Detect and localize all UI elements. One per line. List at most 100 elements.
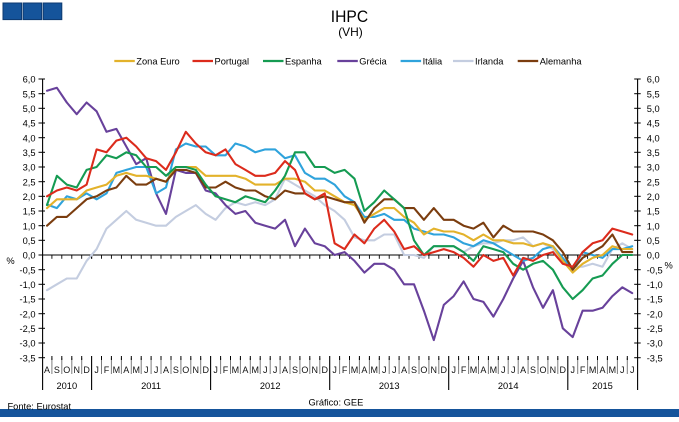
- svg-text:F: F: [580, 365, 586, 375]
- svg-text:5,5: 5,5: [23, 89, 36, 99]
- svg-text:M: M: [351, 365, 359, 375]
- svg-text:J: J: [332, 365, 337, 375]
- svg-text:6,0: 6,0: [647, 75, 660, 85]
- svg-text:Gráfico: GEE: Gráfico: GEE: [309, 398, 364, 408]
- svg-text:2015: 2015: [592, 381, 613, 391]
- svg-text:2011: 2011: [141, 381, 161, 391]
- svg-text:2010: 2010: [56, 381, 77, 391]
- svg-text:A: A: [599, 365, 605, 375]
- svg-text:(VH): (VH): [338, 25, 363, 39]
- svg-text:A: A: [242, 365, 248, 375]
- svg-text:1,5: 1,5: [23, 207, 36, 217]
- svg-text:J: J: [451, 365, 456, 375]
- svg-text:J: J: [620, 365, 625, 375]
- svg-text:D: D: [560, 365, 567, 375]
- svg-text:M: M: [232, 365, 240, 375]
- svg-text:-3,0: -3,0: [19, 339, 35, 349]
- svg-text:N: N: [73, 365, 80, 375]
- svg-text:-3,5: -3,5: [19, 353, 35, 363]
- svg-text:-1,0: -1,0: [647, 280, 663, 290]
- svg-text:0,5: 0,5: [23, 236, 36, 246]
- svg-text:F: F: [104, 365, 110, 375]
- svg-text:M: M: [252, 365, 260, 375]
- svg-text:J: J: [511, 365, 516, 375]
- svg-text:2012: 2012: [260, 381, 281, 391]
- svg-text:M: M: [490, 365, 498, 375]
- svg-text:-3,5: -3,5: [647, 353, 663, 363]
- svg-text:Fonte: Eurostat: Fonte: Eurostat: [8, 401, 72, 411]
- svg-text:Alemanha: Alemanha: [540, 57, 583, 67]
- svg-text:3,5: 3,5: [647, 148, 660, 158]
- svg-text:0,0: 0,0: [23, 251, 36, 261]
- svg-text:2,0: 2,0: [647, 192, 660, 202]
- svg-text:-1,5: -1,5: [19, 295, 35, 305]
- svg-text:M: M: [589, 365, 597, 375]
- svg-text:Itália: Itália: [423, 57, 443, 67]
- svg-text:-2,0: -2,0: [19, 309, 35, 319]
- svg-text:A: A: [44, 365, 50, 375]
- svg-text:M: M: [609, 365, 617, 375]
- svg-text:D: D: [83, 365, 90, 375]
- svg-text:J: J: [144, 365, 149, 375]
- svg-text:M: M: [132, 365, 140, 375]
- svg-text:5,0: 5,0: [23, 104, 36, 114]
- svg-text:4,5: 4,5: [23, 119, 36, 129]
- svg-text:-0,5: -0,5: [647, 265, 663, 275]
- svg-text:S: S: [411, 365, 417, 375]
- svg-text:3,5: 3,5: [23, 148, 36, 158]
- svg-text:A: A: [361, 365, 367, 375]
- svg-text:S: S: [173, 365, 179, 375]
- svg-text:N: N: [312, 365, 319, 375]
- svg-text:2,0: 2,0: [23, 192, 36, 202]
- svg-text:A: A: [520, 365, 526, 375]
- svg-text:J: J: [382, 365, 387, 375]
- svg-text:2,5: 2,5: [23, 177, 36, 187]
- svg-text:J: J: [630, 365, 635, 375]
- svg-text:O: O: [301, 365, 308, 375]
- svg-text:N: N: [550, 365, 557, 375]
- svg-text:2,5: 2,5: [647, 177, 660, 187]
- svg-text:M: M: [113, 365, 121, 375]
- svg-text:N: N: [431, 365, 438, 375]
- svg-text:-3,0: -3,0: [647, 339, 663, 349]
- svg-text:2013: 2013: [379, 381, 400, 391]
- svg-text:N: N: [193, 365, 200, 375]
- svg-text:M: M: [470, 365, 478, 375]
- svg-text:O: O: [420, 365, 427, 375]
- svg-text:D: D: [321, 365, 328, 375]
- svg-text:A: A: [123, 365, 129, 375]
- svg-text:J: J: [501, 365, 506, 375]
- svg-text:1,0: 1,0: [647, 221, 660, 231]
- svg-text:2014: 2014: [498, 381, 519, 391]
- svg-text:J: J: [154, 365, 159, 375]
- svg-text:0,0: 0,0: [647, 251, 660, 261]
- svg-text:M: M: [371, 365, 379, 375]
- svg-text:D: D: [441, 365, 448, 375]
- svg-text:1,5: 1,5: [647, 207, 660, 217]
- svg-text:A: A: [401, 365, 407, 375]
- svg-text:6,0: 6,0: [23, 75, 36, 85]
- svg-text:S: S: [530, 365, 536, 375]
- svg-text:-2,0: -2,0: [647, 309, 663, 319]
- svg-text:Portugal: Portugal: [215, 57, 250, 67]
- svg-text:4,5: 4,5: [647, 119, 660, 129]
- svg-text:-1,0: -1,0: [19, 280, 35, 290]
- svg-text:-0,5: -0,5: [19, 265, 35, 275]
- svg-text:4,0: 4,0: [23, 133, 36, 143]
- svg-text:Irlanda: Irlanda: [475, 57, 504, 67]
- svg-text:J: J: [392, 365, 397, 375]
- svg-text:J: J: [273, 365, 278, 375]
- svg-text:S: S: [54, 365, 60, 375]
- svg-text:J: J: [570, 365, 575, 375]
- svg-text:4,0: 4,0: [647, 133, 660, 143]
- svg-text:%: %: [6, 256, 14, 266]
- svg-text:A: A: [282, 365, 288, 375]
- svg-text:0,5: 0,5: [647, 236, 660, 246]
- svg-text:F: F: [223, 365, 229, 375]
- svg-text:J: J: [213, 365, 218, 375]
- svg-text:1,0: 1,0: [23, 221, 36, 231]
- svg-text:Grécia: Grécia: [359, 57, 387, 67]
- svg-text:5,0: 5,0: [647, 104, 660, 114]
- svg-text:-2,5: -2,5: [19, 324, 35, 334]
- svg-text:S: S: [292, 365, 298, 375]
